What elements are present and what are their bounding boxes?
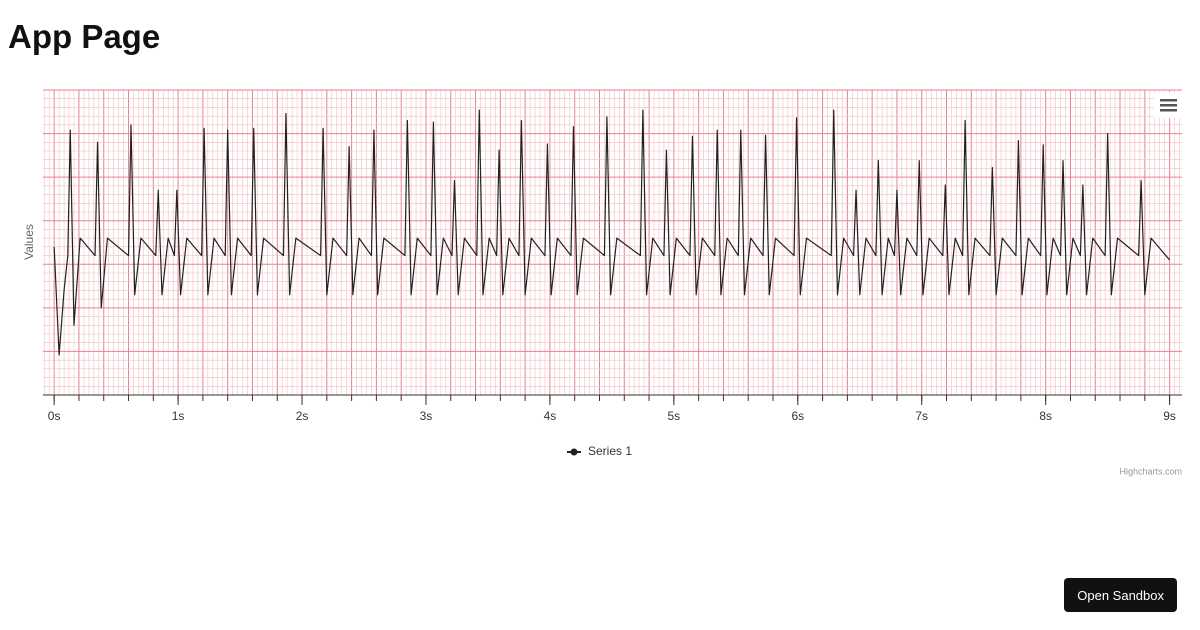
menu-icon[interactable] [1160, 104, 1177, 107]
x-tick-label: 0s [48, 409, 61, 423]
x-tick-label: 6s [791, 409, 804, 423]
x-tick-label: 7s [915, 409, 928, 423]
menu-icon[interactable] [1160, 109, 1177, 112]
plot [53, 109, 1171, 356]
credits[interactable]: Highcharts.com [1119, 466, 1182, 476]
legend-marker [570, 448, 578, 456]
x-tick-label: 4s [544, 409, 557, 423]
menu-icon[interactable] [1160, 99, 1177, 102]
y-axis-title: Values [22, 224, 36, 260]
series-line [53, 109, 1171, 356]
x-tick-label: 1s [172, 409, 185, 423]
x-tick-label: 5s [668, 409, 681, 423]
open-sandbox-button[interactable]: Open Sandbox [1064, 578, 1177, 612]
x-tick-label: 3s [420, 409, 433, 423]
x-tick-label: 2s [296, 409, 309, 423]
menu-button[interactable] [1154, 92, 1182, 118]
page-title: App Page [8, 18, 161, 55]
grid [43, 89, 1182, 396]
x-tick-label: 9s [1163, 409, 1176, 423]
x-tick-label: 8s [1039, 409, 1052, 423]
legend-label[interactable]: Series 1 [588, 444, 632, 458]
